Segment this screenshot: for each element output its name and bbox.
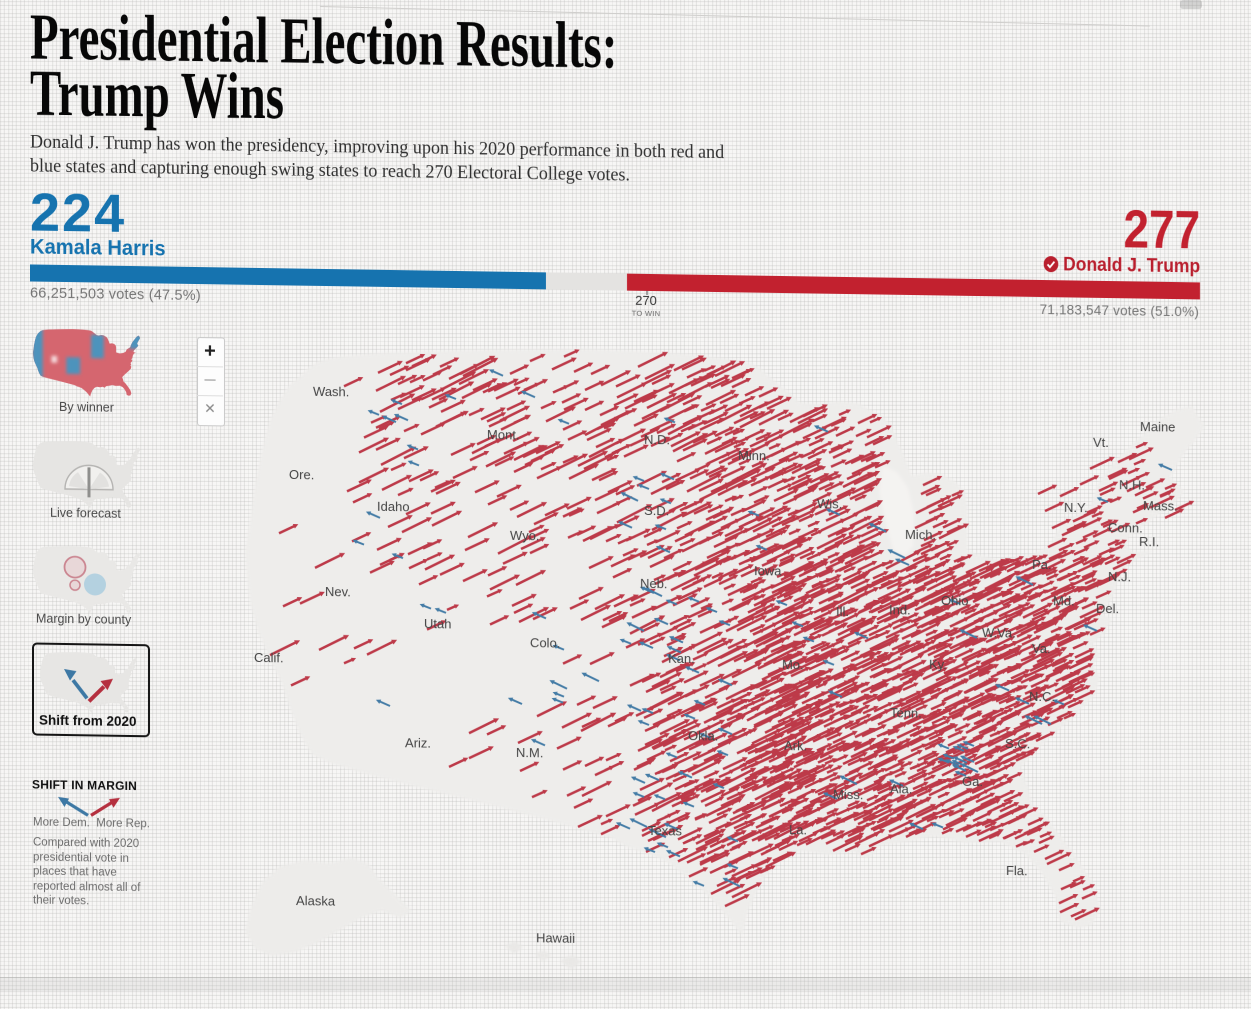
svg-text:Ala.: Ala.	[890, 781, 912, 796]
svg-text:S.C.: S.C.	[1005, 736, 1030, 751]
svg-text:Wyo.: Wyo.	[510, 528, 539, 543]
svg-text:La.: La.	[789, 822, 807, 837]
svg-text:S.D.: S.D.	[644, 503, 669, 518]
svg-text:Utah: Utah	[424, 616, 451, 631]
svg-text:Mich.: Mich.	[905, 527, 936, 542]
svg-text:Ky.: Ky.	[929, 657, 947, 672]
svg-text:Mass.: Mass.	[1143, 498, 1178, 514]
svg-text:Colo.: Colo.	[530, 635, 560, 650]
svg-text:Wash.: Wash.	[313, 384, 349, 400]
svg-text:Ark.: Ark.	[784, 738, 807, 753]
svg-text:Minn.: Minn.	[738, 448, 770, 463]
svg-text:N.H.: N.H.	[1119, 477, 1145, 492]
svg-text:N.C.: N.C.	[1029, 689, 1055, 704]
svg-text:Idaho: Idaho	[377, 499, 410, 514]
svg-text:Vt.: Vt.	[1093, 435, 1109, 450]
svg-text:Texas: Texas	[648, 823, 682, 839]
svg-text:N.M.: N.M.	[516, 745, 543, 760]
svg-text:Va.: Va.	[1032, 641, 1051, 656]
svg-text:Mo.: Mo.	[782, 657, 804, 672]
svg-text:Okla.: Okla.	[688, 728, 718, 743]
svg-text:Conn.: Conn.	[1108, 520, 1143, 536]
svg-text:Alaska: Alaska	[296, 893, 336, 909]
svg-text:Nev.: Nev.	[325, 584, 351, 599]
svg-text:Neb.: Neb.	[640, 576, 667, 591]
svg-text:N.D.: N.D.	[644, 432, 670, 447]
svg-text:Pa.: Pa.	[1032, 557, 1052, 572]
svg-text:Iowa: Iowa	[754, 563, 782, 578]
svg-text:Ind.: Ind.	[889, 602, 911, 617]
svg-text:W.Va.: W.Va.	[982, 625, 1016, 641]
svg-text:Hawaii: Hawaii	[536, 930, 575, 946]
svg-text:Wis.: Wis.	[817, 496, 842, 511]
svg-text:Md.: Md.	[1053, 593, 1075, 608]
svg-text:Kan.: Kan.	[668, 651, 695, 666]
svg-text:Mont.: Mont.	[487, 427, 520, 442]
svg-text:Miss.: Miss.	[833, 787, 863, 802]
svg-text:N.Y.: N.Y.	[1064, 500, 1088, 515]
svg-text:Ariz.: Ariz.	[405, 735, 431, 750]
svg-text:Ill.: Ill.	[836, 604, 849, 619]
svg-text:Del.: Del.	[1096, 601, 1119, 616]
svg-text:Ga.: Ga.	[962, 774, 983, 789]
svg-text:Fla.: Fla.	[1006, 863, 1028, 878]
svg-text:Tenn.: Tenn.	[890, 705, 922, 720]
svg-text:R.I.: R.I.	[1139, 534, 1159, 549]
svg-text:Calif.: Calif.	[254, 650, 284, 665]
svg-text:N.J.: N.J.	[1108, 569, 1131, 584]
svg-text:Ohio: Ohio	[941, 593, 968, 608]
svg-text:Maine: Maine	[1140, 419, 1175, 435]
svg-text:Ore.: Ore.	[289, 467, 314, 482]
